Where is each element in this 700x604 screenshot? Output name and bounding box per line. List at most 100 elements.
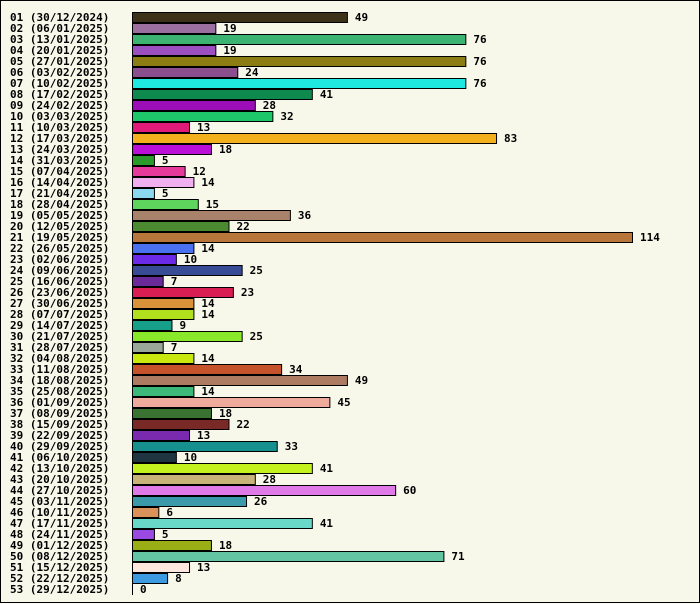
- bar-value-label: 10: [184, 451, 197, 464]
- bar: [132, 320, 173, 331]
- bar: [132, 309, 195, 320]
- bar-value-label: 19: [223, 22, 236, 35]
- category-label: 41 (06/10/2025): [10, 451, 109, 464]
- category-label: 20 (12/05/2025): [10, 220, 109, 233]
- category-label: 15 (07/04/2025): [10, 165, 109, 178]
- category-label: 14 (31/03/2025): [10, 154, 109, 167]
- bar-value-label: 5: [162, 528, 169, 541]
- bar-value-label: 8: [175, 572, 182, 585]
- bar-value-label: 25: [250, 330, 263, 343]
- category-label: 10 (03/03/2025): [10, 110, 109, 123]
- category-label: 43 (20/10/2025): [10, 473, 109, 486]
- category-label: 45 (03/11/2025): [10, 495, 109, 508]
- bar-value-label: 7: [171, 275, 178, 288]
- bar: [132, 353, 195, 364]
- category-label: 46 (10/11/2025): [10, 506, 109, 519]
- bar: [132, 419, 230, 430]
- bar: [132, 562, 191, 573]
- bar-value-label: 41: [320, 517, 334, 530]
- bar-value-label: 9: [179, 319, 186, 332]
- bar-value-label: 14: [201, 308, 215, 321]
- bar: [132, 133, 498, 144]
- bar-value-label: 14: [201, 352, 215, 365]
- category-label: 13 (24/03/2025): [10, 143, 109, 156]
- bar: [132, 276, 164, 287]
- category-label: 05 (27/01/2025): [10, 55, 109, 68]
- bar-value-label: 60: [403, 484, 416, 497]
- category-label: 25 (16/06/2025): [10, 275, 109, 288]
- category-label: 24 (09/06/2025): [10, 264, 109, 277]
- bar: [132, 111, 274, 122]
- bar: [132, 518, 313, 529]
- bar: [132, 573, 169, 584]
- category-label: 18 (28/04/2025): [10, 198, 109, 211]
- bar-value-label: 23: [241, 286, 254, 299]
- category-label: 23 (02/06/2025): [10, 253, 109, 266]
- category-label: 26 (23/06/2025): [10, 286, 109, 299]
- bar: [132, 210, 291, 221]
- category-label: 01 (30/12/2024): [10, 11, 109, 24]
- bar-value-label: 22: [236, 220, 249, 233]
- bar-value-label: 10: [184, 253, 197, 266]
- bar-value-label: 19: [223, 44, 236, 57]
- bar: [132, 551, 445, 562]
- bar: [132, 496, 248, 507]
- category-label: 06 (03/02/2025): [10, 66, 109, 79]
- category-label: 08 (17/02/2025): [10, 88, 109, 101]
- category-label: 22 (26/05/2025): [10, 242, 109, 255]
- bar: [132, 386, 195, 397]
- bar-value-label: 22: [236, 418, 249, 431]
- category-label: 48 (24/11/2025): [10, 528, 109, 541]
- category-label: 28 (07/07/2025): [10, 308, 109, 321]
- category-label: 36 (01/09/2025): [10, 396, 109, 409]
- category-label: 51 (15/12/2025): [10, 561, 109, 574]
- bar: [132, 540, 212, 551]
- category-label: 37 (08/09/2025): [10, 407, 109, 420]
- bar-value-label: 18: [219, 539, 232, 552]
- category-label: 35 (25/08/2025): [10, 385, 109, 398]
- bar: [132, 89, 313, 100]
- bar: [132, 529, 155, 540]
- bar: [132, 298, 195, 309]
- category-label: 03 (13/01/2025): [10, 33, 109, 46]
- category-label: 40 (29/09/2025): [10, 440, 109, 453]
- category-label: 53 (29/12/2025): [10, 583, 109, 596]
- bar: [132, 100, 256, 111]
- bar-value-label: 13: [197, 121, 210, 134]
- bar: [132, 12, 348, 23]
- bar: [132, 177, 195, 188]
- category-label: 27 (30/06/2025): [10, 297, 109, 310]
- bar-value-label: 45: [337, 396, 350, 409]
- category-label: 02 (06/01/2025): [10, 22, 109, 35]
- category-label: 52 (22/12/2025): [10, 572, 109, 585]
- category-label: 29 (14/07/2025): [10, 319, 109, 332]
- category-label: 49 (01/12/2025): [10, 539, 109, 552]
- bar: [132, 441, 278, 452]
- category-label: 50 (08/12/2025): [10, 550, 109, 563]
- category-label: 17 (21/04/2025): [10, 187, 109, 200]
- bar-value-label: 14: [201, 297, 215, 310]
- bar-value-label: 14: [201, 176, 215, 189]
- bar: [132, 78, 467, 89]
- category-label: 44 (27/10/2025): [10, 484, 109, 497]
- category-label: 39 (22/09/2025): [10, 429, 109, 442]
- bar-value-label: 6: [166, 506, 173, 519]
- bar: [132, 485, 397, 496]
- category-label: 21 (19/05/2025): [10, 231, 109, 244]
- bar: [132, 221, 230, 232]
- bar: [132, 144, 212, 155]
- category-label: 04 (20/01/2025): [10, 44, 109, 57]
- bar-value-label: 12: [193, 165, 206, 178]
- bar: [132, 408, 212, 419]
- bar: [132, 265, 243, 276]
- bar-value-label: 14: [201, 242, 215, 255]
- category-label: 30 (21/07/2025): [10, 330, 109, 343]
- bar: [132, 122, 191, 133]
- category-label: 19 (05/05/2025): [10, 209, 109, 222]
- bar-value-label: 34: [289, 363, 303, 376]
- bar-value-label: 14: [201, 385, 215, 398]
- bar: [132, 232, 633, 243]
- category-label: 11 (10/03/2025): [10, 121, 109, 134]
- category-label: 31 (28/07/2025): [10, 341, 109, 354]
